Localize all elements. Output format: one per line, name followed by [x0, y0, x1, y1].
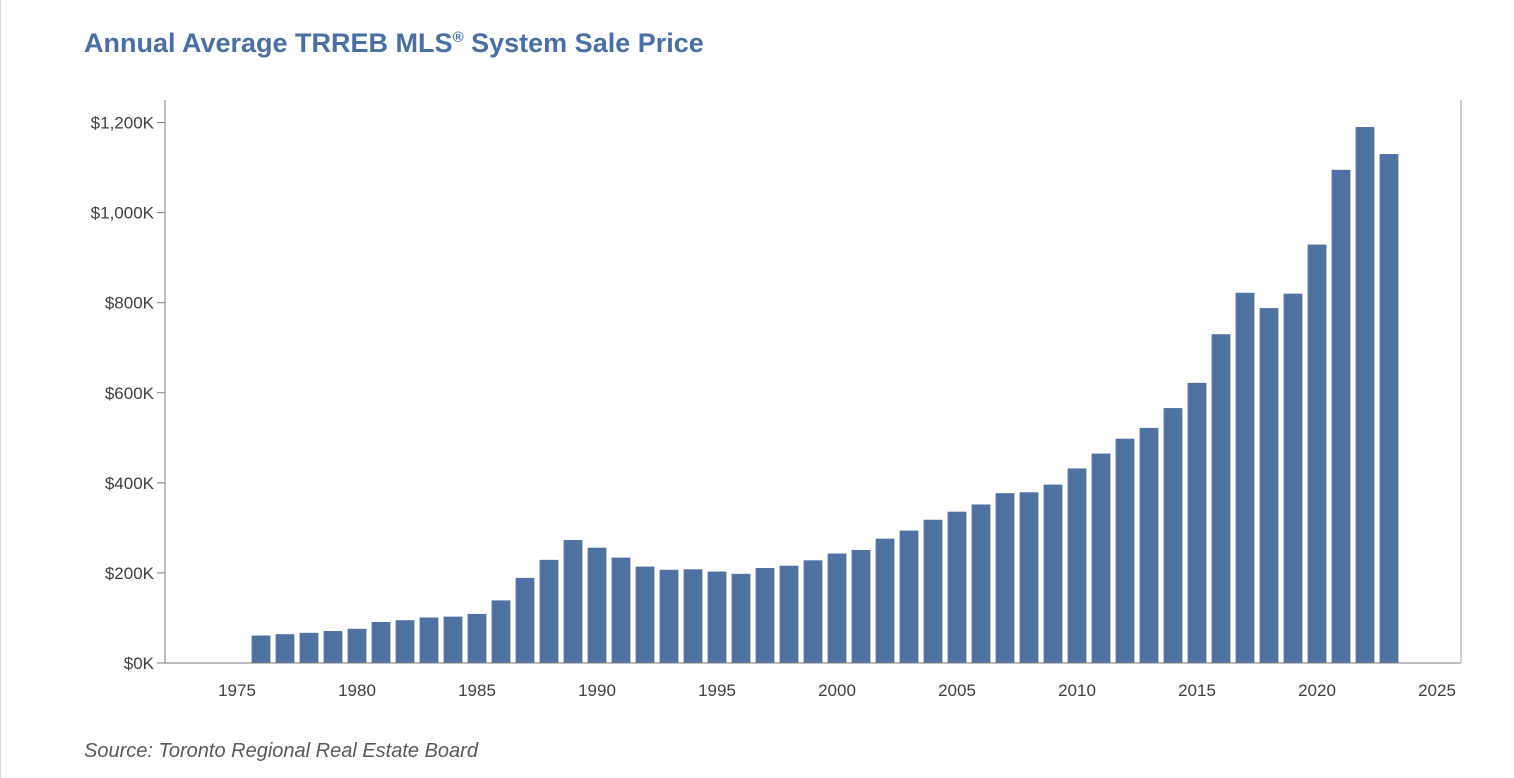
y-tick-label: $200K [105, 564, 155, 583]
bar-1985 [467, 613, 487, 663]
bar-1993 [659, 569, 679, 663]
bar-2015 [1187, 382, 1207, 663]
x-tick-label: 1975 [218, 681, 256, 700]
bar-1996 [731, 573, 751, 663]
bar-1995 [707, 571, 727, 663]
bar-2014 [1163, 408, 1183, 663]
axes-group [164, 100, 1462, 664]
x-tick-label: 2015 [1178, 681, 1216, 700]
y-tick-label: $600K [105, 384, 155, 403]
bar-1989 [563, 540, 583, 663]
x-tick-label: 1980 [338, 681, 376, 700]
x-tick-label: 2005 [938, 681, 976, 700]
y-tick-label: $0K [124, 654, 155, 673]
bar-2005 [947, 511, 967, 663]
bar-1980 [347, 628, 367, 663]
bar-1991 [611, 557, 631, 663]
source-note: Source: Toronto Regional Real Estate Boa… [84, 740, 478, 762]
bar-2012 [1115, 438, 1135, 663]
chart-title-rest: System Sale Price [463, 28, 704, 58]
bar-1999 [803, 560, 823, 663]
x-tick-label: 2010 [1058, 681, 1096, 700]
bar-1987 [515, 577, 535, 663]
y-tick-label: $1,000K [91, 204, 155, 223]
bar-1988 [539, 559, 559, 663]
bar-1983 [419, 617, 439, 663]
bar-2006 [971, 504, 991, 663]
bar-2008 [1019, 492, 1039, 663]
bar-2022 [1355, 127, 1375, 663]
y-tick-label: $800K [105, 294, 155, 313]
bar-2004 [923, 519, 943, 663]
x-tick-label: 2000 [818, 681, 856, 700]
bars-group [251, 127, 1399, 664]
bar-2009 [1043, 484, 1063, 663]
bar-1976 [251, 635, 271, 663]
bar-2001 [851, 549, 871, 663]
y-tick-label: $400K [105, 474, 155, 493]
bar-2023 [1379, 154, 1399, 664]
bar-2016 [1211, 334, 1231, 663]
bar-2010 [1067, 468, 1087, 663]
bar-1998 [779, 565, 799, 663]
y-tick-label: $1,200K [91, 114, 155, 133]
bar-1981 [371, 622, 391, 663]
registered-mark: ® [452, 29, 464, 46]
x-tick-label: 2020 [1298, 681, 1336, 700]
x-tick-label: 1990 [578, 681, 616, 700]
bar-1994 [683, 569, 703, 663]
bar-2000 [827, 553, 847, 663]
x-ticks-group: 1975 1980 1985 1990 1995 2000 2005 2010 2015 2020… [218, 681, 1456, 700]
chart-title: Annual Average TRREB MLS® System Sale Pr… [84, 28, 704, 59]
bar-1986 [491, 600, 511, 663]
bar-2019 [1283, 293, 1303, 663]
x-tick-label: 1995 [698, 681, 736, 700]
x-tick-label: 2025 [1418, 681, 1456, 700]
bar-2003 [899, 530, 919, 663]
bar-1984 [443, 616, 463, 663]
bar-2020 [1307, 244, 1327, 663]
bar-1997 [755, 567, 775, 663]
chart-title-main: Annual Average TRREB MLS [84, 28, 453, 58]
bar-2017 [1235, 292, 1255, 663]
bar-1990 [587, 547, 607, 663]
bar-2018 [1259, 308, 1279, 663]
bar-2011 [1091, 453, 1111, 663]
bar-2002 [875, 538, 895, 663]
bar-1979 [323, 631, 343, 663]
bar-1978 [299, 632, 319, 663]
bar-2007 [995, 493, 1015, 663]
x-tick-label: 1985 [458, 681, 496, 700]
bar-1982 [395, 620, 415, 663]
bar-1977 [275, 634, 295, 663]
y-ticks-group: $0K $200K $400K $600K $800K $1,000K $1,200K [91, 114, 165, 673]
bar-1992 [635, 566, 655, 663]
bar-2013 [1139, 427, 1159, 663]
bar-2021 [1331, 169, 1351, 663]
